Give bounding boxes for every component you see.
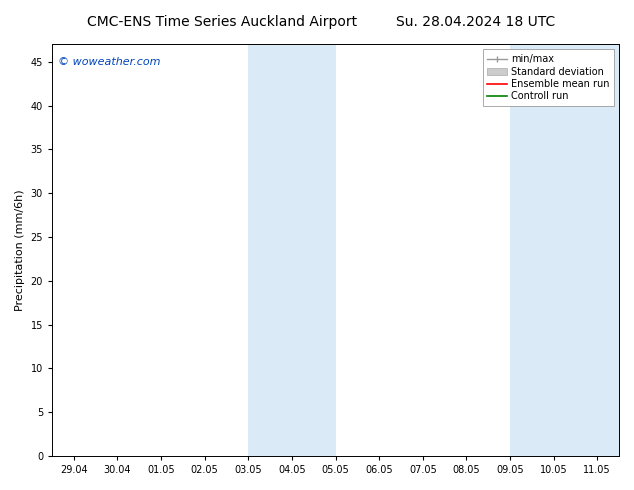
Text: CMC-ENS Time Series Auckland Airport: CMC-ENS Time Series Auckland Airport [87,15,357,29]
Bar [249,45,335,456]
Bar [510,45,619,456]
Legend: min/max, Standard deviation, Ensemble mean run, Controll run: min/max, Standard deviation, Ensemble me… [482,49,614,106]
Text: © woweather.com: © woweather.com [58,57,160,67]
Text: Su. 28.04.2024 18 UTC: Su. 28.04.2024 18 UTC [396,15,555,29]
Y-axis label: Precipitation (mm/6h): Precipitation (mm/6h) [15,189,25,311]
